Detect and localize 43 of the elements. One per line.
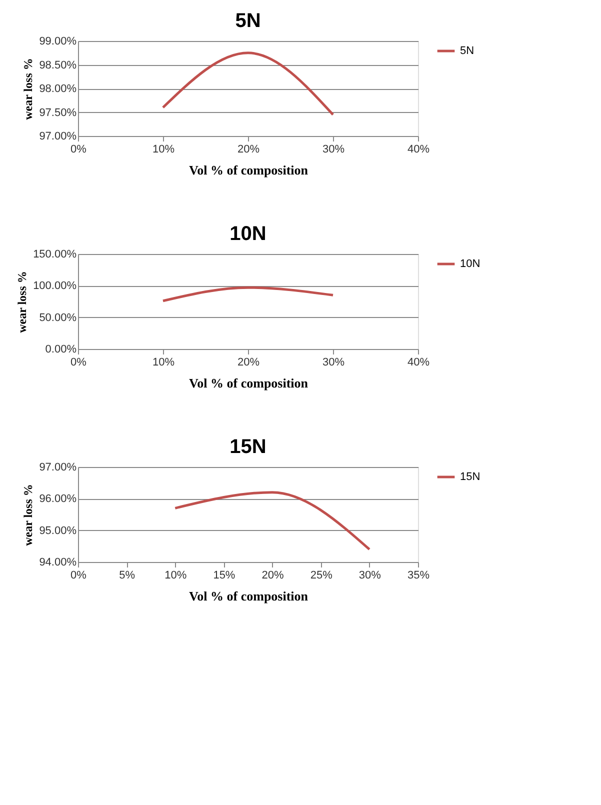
y-tick-label: 98.50% <box>39 59 77 72</box>
x-tick-label: 30% <box>358 570 382 582</box>
x-tick-label: 25% <box>310 570 333 582</box>
y-tick-label: 100.00% <box>33 280 77 292</box>
y-tick-label: 97.00% <box>39 462 77 474</box>
legend-label: 15N <box>460 471 480 483</box>
y-tick-label: 96.00% <box>39 493 77 506</box>
y-tick-label: 94.00% <box>39 556 77 568</box>
y-tick-label: 0.00% <box>45 344 77 356</box>
x-tick-label: 0% <box>70 356 87 368</box>
chart-title: 5N <box>235 10 261 32</box>
x-tick-label: 30% <box>322 356 345 368</box>
y-tick-label: 97.50% <box>39 106 77 119</box>
chart-title: 10N <box>230 223 266 245</box>
y-axis-title: wear loss % <box>21 484 36 546</box>
x-tick-label: 20% <box>262 570 284 582</box>
x-axis-title: Vol % of composition <box>188 588 309 604</box>
x-tick-label: 10% <box>164 570 187 582</box>
y-tick-label: 50.00% <box>39 312 77 324</box>
x-tick-label: 0% <box>70 570 87 582</box>
y-tick-label: 95.00% <box>39 524 77 537</box>
y-axis-title: wear loss % <box>15 271 30 333</box>
chart-title: 15N <box>230 436 266 458</box>
y-tick-label: 150.00% <box>33 248 77 260</box>
x-tick-label: 10% <box>152 356 175 368</box>
legend-label: 10N <box>460 258 480 270</box>
x-axis-title: Vol % of composition <box>188 376 309 390</box>
y-tick-label: 99.00% <box>39 36 77 48</box>
y-tick-label: 98.00% <box>39 83 77 95</box>
x-tick-label: 40% <box>407 144 430 156</box>
x-tick-label: 20% <box>237 356 260 368</box>
y-axis-title: wear loss % <box>21 58 36 120</box>
x-tick-label: 20% <box>237 144 260 156</box>
x-tick-label: 15% <box>213 570 236 582</box>
x-tick-label: 30% <box>322 144 345 156</box>
x-tick-label: 0% <box>70 144 87 156</box>
x-tick-label: 10% <box>152 144 175 156</box>
x-tick-label: 35% <box>407 570 430 582</box>
y-tick-label: 97.00% <box>39 130 77 142</box>
x-tick-label: 40% <box>407 356 430 368</box>
x-tick-label: 5% <box>119 570 136 582</box>
x-axis-title: Vol % of composition <box>188 162 309 178</box>
legend-label: 5N <box>460 45 474 57</box>
